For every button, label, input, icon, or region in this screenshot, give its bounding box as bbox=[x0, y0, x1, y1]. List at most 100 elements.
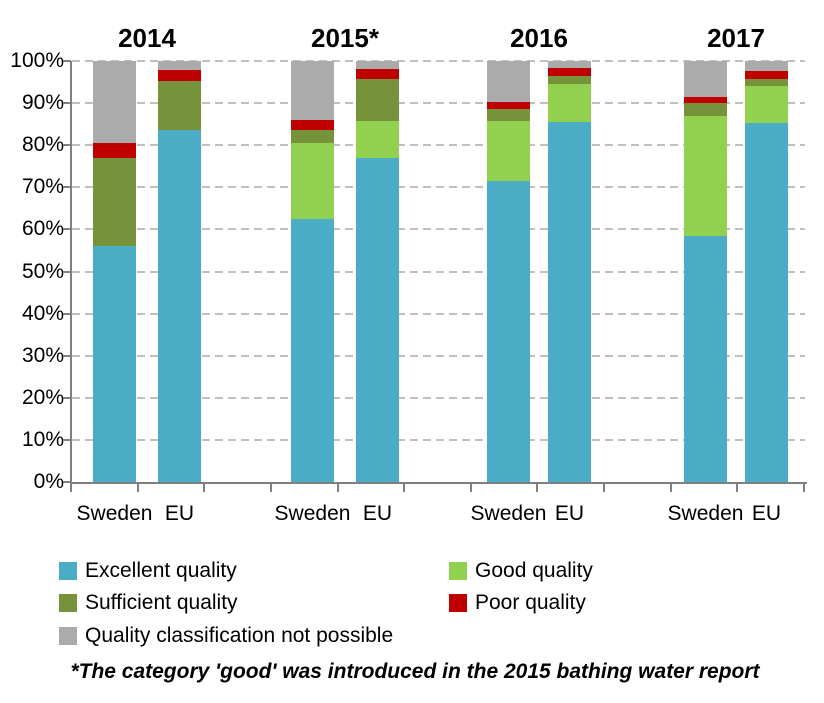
segment-poor bbox=[158, 70, 201, 81]
legend-label-not_possible: Quality classification not possible bbox=[85, 624, 394, 647]
segment-sufficient bbox=[356, 79, 399, 122]
x-tick bbox=[470, 484, 472, 492]
bar-eu-2015 bbox=[356, 61, 399, 482]
segment-poor bbox=[356, 69, 399, 80]
legend-item-excellent: Excellent quality bbox=[59, 560, 237, 582]
segment-not_possible bbox=[356, 61, 399, 70]
legend-item-sufficient: Sufficient quality bbox=[59, 592, 238, 614]
y-tick bbox=[63, 144, 71, 147]
segment-sufficient bbox=[684, 103, 727, 116]
bar-eu-2016 bbox=[548, 61, 591, 482]
segment-sufficient bbox=[487, 109, 530, 122]
category-label-sweden-2016: Sweden bbox=[470, 502, 547, 525]
segment-sufficient bbox=[291, 130, 334, 144]
segment-not_possible bbox=[93, 61, 136, 144]
x-tick bbox=[70, 484, 72, 492]
segment-poor bbox=[487, 101, 530, 110]
y-axis-label: 100% bbox=[10, 49, 64, 72]
segment-excellent bbox=[158, 130, 201, 482]
x-tick bbox=[403, 484, 405, 492]
y-axis-label: 20% bbox=[21, 385, 64, 409]
segment-not_possible bbox=[487, 61, 530, 102]
category-label-eu-2016: EU bbox=[554, 502, 585, 525]
x-tick bbox=[736, 484, 738, 492]
y-axis-label: 30% bbox=[21, 343, 64, 367]
segment-good bbox=[548, 84, 591, 122]
y-axis-label: 0% bbox=[33, 470, 64, 493]
y-tick bbox=[63, 270, 71, 273]
y-tick bbox=[63, 102, 71, 105]
segment-not_possible bbox=[745, 61, 788, 72]
year-label-2015: 2015* bbox=[311, 23, 379, 53]
gridline-50 bbox=[72, 270, 805, 273]
x-tick bbox=[670, 484, 672, 492]
x-axis bbox=[70, 482, 807, 484]
gridline-40 bbox=[72, 312, 805, 315]
bar-sweden-2016 bbox=[487, 61, 530, 482]
category-label-sweden-2017: Sweden bbox=[667, 502, 744, 525]
gridline-70 bbox=[72, 186, 805, 189]
gridline-90 bbox=[72, 102, 805, 105]
legend-label-excellent: Excellent quality bbox=[85, 559, 237, 582]
segment-poor bbox=[548, 68, 591, 76]
segment-sufficient bbox=[93, 157, 136, 247]
legend-item-poor: Poor quality bbox=[449, 592, 586, 614]
bar-eu-2014 bbox=[158, 61, 201, 482]
segment-excellent bbox=[684, 235, 727, 482]
segment-excellent bbox=[487, 180, 530, 482]
y-tick bbox=[63, 60, 71, 62]
legend-swatch-excellent-icon bbox=[59, 562, 77, 580]
y-tick bbox=[63, 481, 71, 483]
year-label-2014: 2014 bbox=[118, 23, 176, 53]
y-axis bbox=[70, 61, 72, 482]
gridline-20 bbox=[72, 396, 805, 399]
gridline-60 bbox=[72, 228, 805, 231]
x-tick bbox=[337, 484, 339, 492]
segment-excellent bbox=[291, 218, 334, 482]
legend-label-sufficient: Sufficient quality bbox=[85, 591, 238, 614]
y-axis-label: 50% bbox=[21, 259, 64, 283]
segment-excellent bbox=[745, 122, 788, 482]
legend-swatch-not_possible-icon bbox=[59, 627, 77, 645]
bar-sweden-2014 bbox=[93, 61, 136, 482]
gridline-100 bbox=[72, 60, 805, 62]
bar-sweden-2017 bbox=[684, 61, 727, 482]
y-axis-label: 90% bbox=[21, 91, 64, 115]
segment-poor bbox=[745, 71, 788, 79]
x-tick bbox=[270, 484, 272, 492]
category-label-eu-2015: EU bbox=[362, 502, 393, 525]
y-tick bbox=[63, 396, 71, 399]
bar-eu-2017 bbox=[745, 61, 788, 482]
x-tick bbox=[536, 484, 538, 492]
segment-good bbox=[291, 143, 334, 219]
x-tick bbox=[603, 484, 605, 492]
y-tick bbox=[63, 312, 71, 315]
segment-sufficient bbox=[158, 80, 201, 131]
y-axis-label: 60% bbox=[21, 217, 64, 241]
category-label-eu-2017: EU bbox=[751, 502, 782, 525]
segment-excellent bbox=[548, 122, 591, 482]
y-tick bbox=[63, 186, 71, 189]
plot-area bbox=[72, 60, 805, 482]
y-tick bbox=[63, 228, 71, 231]
gridline-10 bbox=[72, 438, 805, 441]
segment-sufficient bbox=[548, 75, 591, 85]
bar-sweden-2015 bbox=[291, 61, 334, 482]
legend-label-good: Good quality bbox=[475, 559, 593, 582]
gridline-80 bbox=[72, 144, 805, 147]
legend-swatch-poor-icon bbox=[449, 594, 467, 612]
category-label-eu-2014: EU bbox=[164, 502, 195, 525]
segment-poor bbox=[291, 119, 334, 131]
segment-excellent bbox=[356, 157, 399, 482]
y-tick bbox=[63, 354, 71, 357]
segment-sufficient bbox=[745, 78, 788, 87]
y-tick bbox=[63, 438, 71, 441]
segment-not_possible bbox=[548, 61, 591, 69]
segment-good bbox=[487, 121, 530, 181]
category-label-sweden-2015: Sweden bbox=[274, 502, 351, 525]
legend-swatch-good-icon bbox=[449, 562, 467, 580]
segment-good bbox=[745, 86, 788, 123]
segment-not_possible bbox=[158, 61, 201, 71]
segment-excellent bbox=[93, 246, 136, 482]
